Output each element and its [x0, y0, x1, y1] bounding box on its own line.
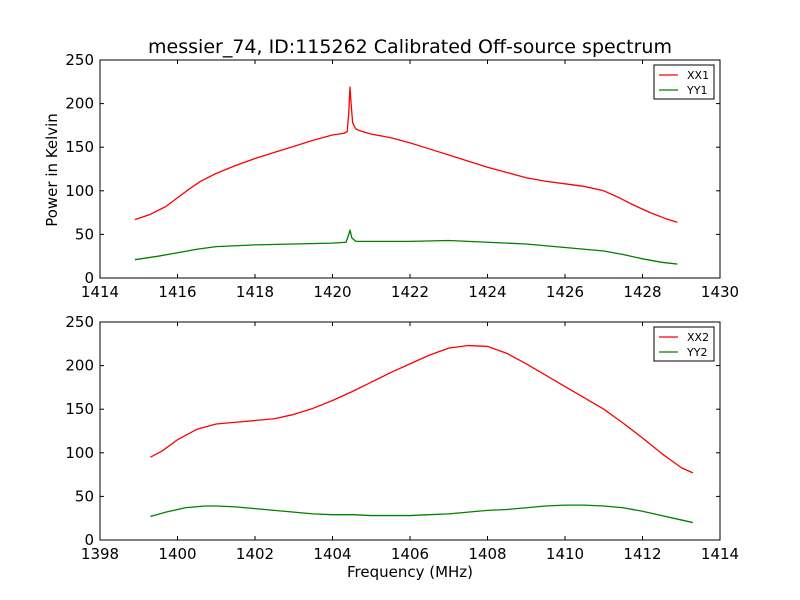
x-tick-label: 1398	[81, 545, 119, 563]
y-tick-label: 0	[84, 531, 94, 549]
x-tick-label: 1418	[236, 283, 274, 301]
y-tick-label: 200	[65, 95, 94, 113]
x-tick-label: 1414	[81, 283, 119, 301]
x-tick-label: 1402	[236, 545, 274, 563]
x-tick-label: 1408	[468, 545, 506, 563]
x-tick-label: 1424	[468, 283, 506, 301]
y-tick-label: 250	[65, 313, 94, 331]
series-line-yy1	[134, 229, 678, 265]
legend-label-yy1: YY1	[686, 84, 707, 97]
legend-label-xx1: XX1	[687, 69, 709, 82]
legend-box	[653, 326, 715, 362]
series-line-yy2	[150, 504, 694, 524]
legend-label-xx2: XX2	[687, 331, 709, 344]
legend-label-yy2: YY2	[686, 346, 707, 359]
series-line-xx2	[150, 344, 694, 474]
legend-box	[653, 64, 715, 100]
x-axis-label: Frequency (MHz)	[347, 563, 473, 581]
x-tick-label: 1416	[158, 283, 196, 301]
y-tick-label: 0	[84, 269, 94, 287]
x-tick-label: 1412	[623, 545, 661, 563]
y-tick-label: 100	[65, 182, 94, 200]
y-tick-label: 150	[65, 400, 94, 418]
chart-title: messier_74, ID:115262 Calibrated Off-sou…	[148, 36, 672, 58]
y-axis-label: Power in Kelvin	[43, 113, 61, 227]
y-tick-label: 50	[75, 487, 94, 505]
x-tick-label: 1410	[546, 545, 584, 563]
top-panel: 1414 1416 1418 1420 1422 1424 1426 1428 1430 0 50 1…	[65, 51, 739, 301]
x-tick-label: 1400	[158, 545, 196, 563]
x-tick-label: 1422	[391, 283, 429, 301]
x-tick-label: 1430	[701, 283, 739, 301]
x-tick-label: 1414	[701, 545, 739, 563]
y-tick-label: 250	[65, 51, 94, 69]
y-tick-label: 100	[65, 444, 94, 462]
x-tick-label: 1426	[546, 283, 584, 301]
x-tick-label: 1406	[391, 545, 429, 563]
bottom-panel: 1398 1400 1402 1404 1406 1408 1410 1412 1414 0 50 1…	[65, 313, 739, 563]
x-tick-label: 1420	[313, 283, 351, 301]
y-tick-label: 200	[65, 357, 94, 375]
series-line-xx1	[134, 86, 678, 223]
y-tick-label: 50	[75, 225, 94, 243]
y-tick-label: 150	[65, 138, 94, 156]
x-tick-label: 1428	[623, 283, 661, 301]
x-tick-label: 1404	[313, 545, 351, 563]
